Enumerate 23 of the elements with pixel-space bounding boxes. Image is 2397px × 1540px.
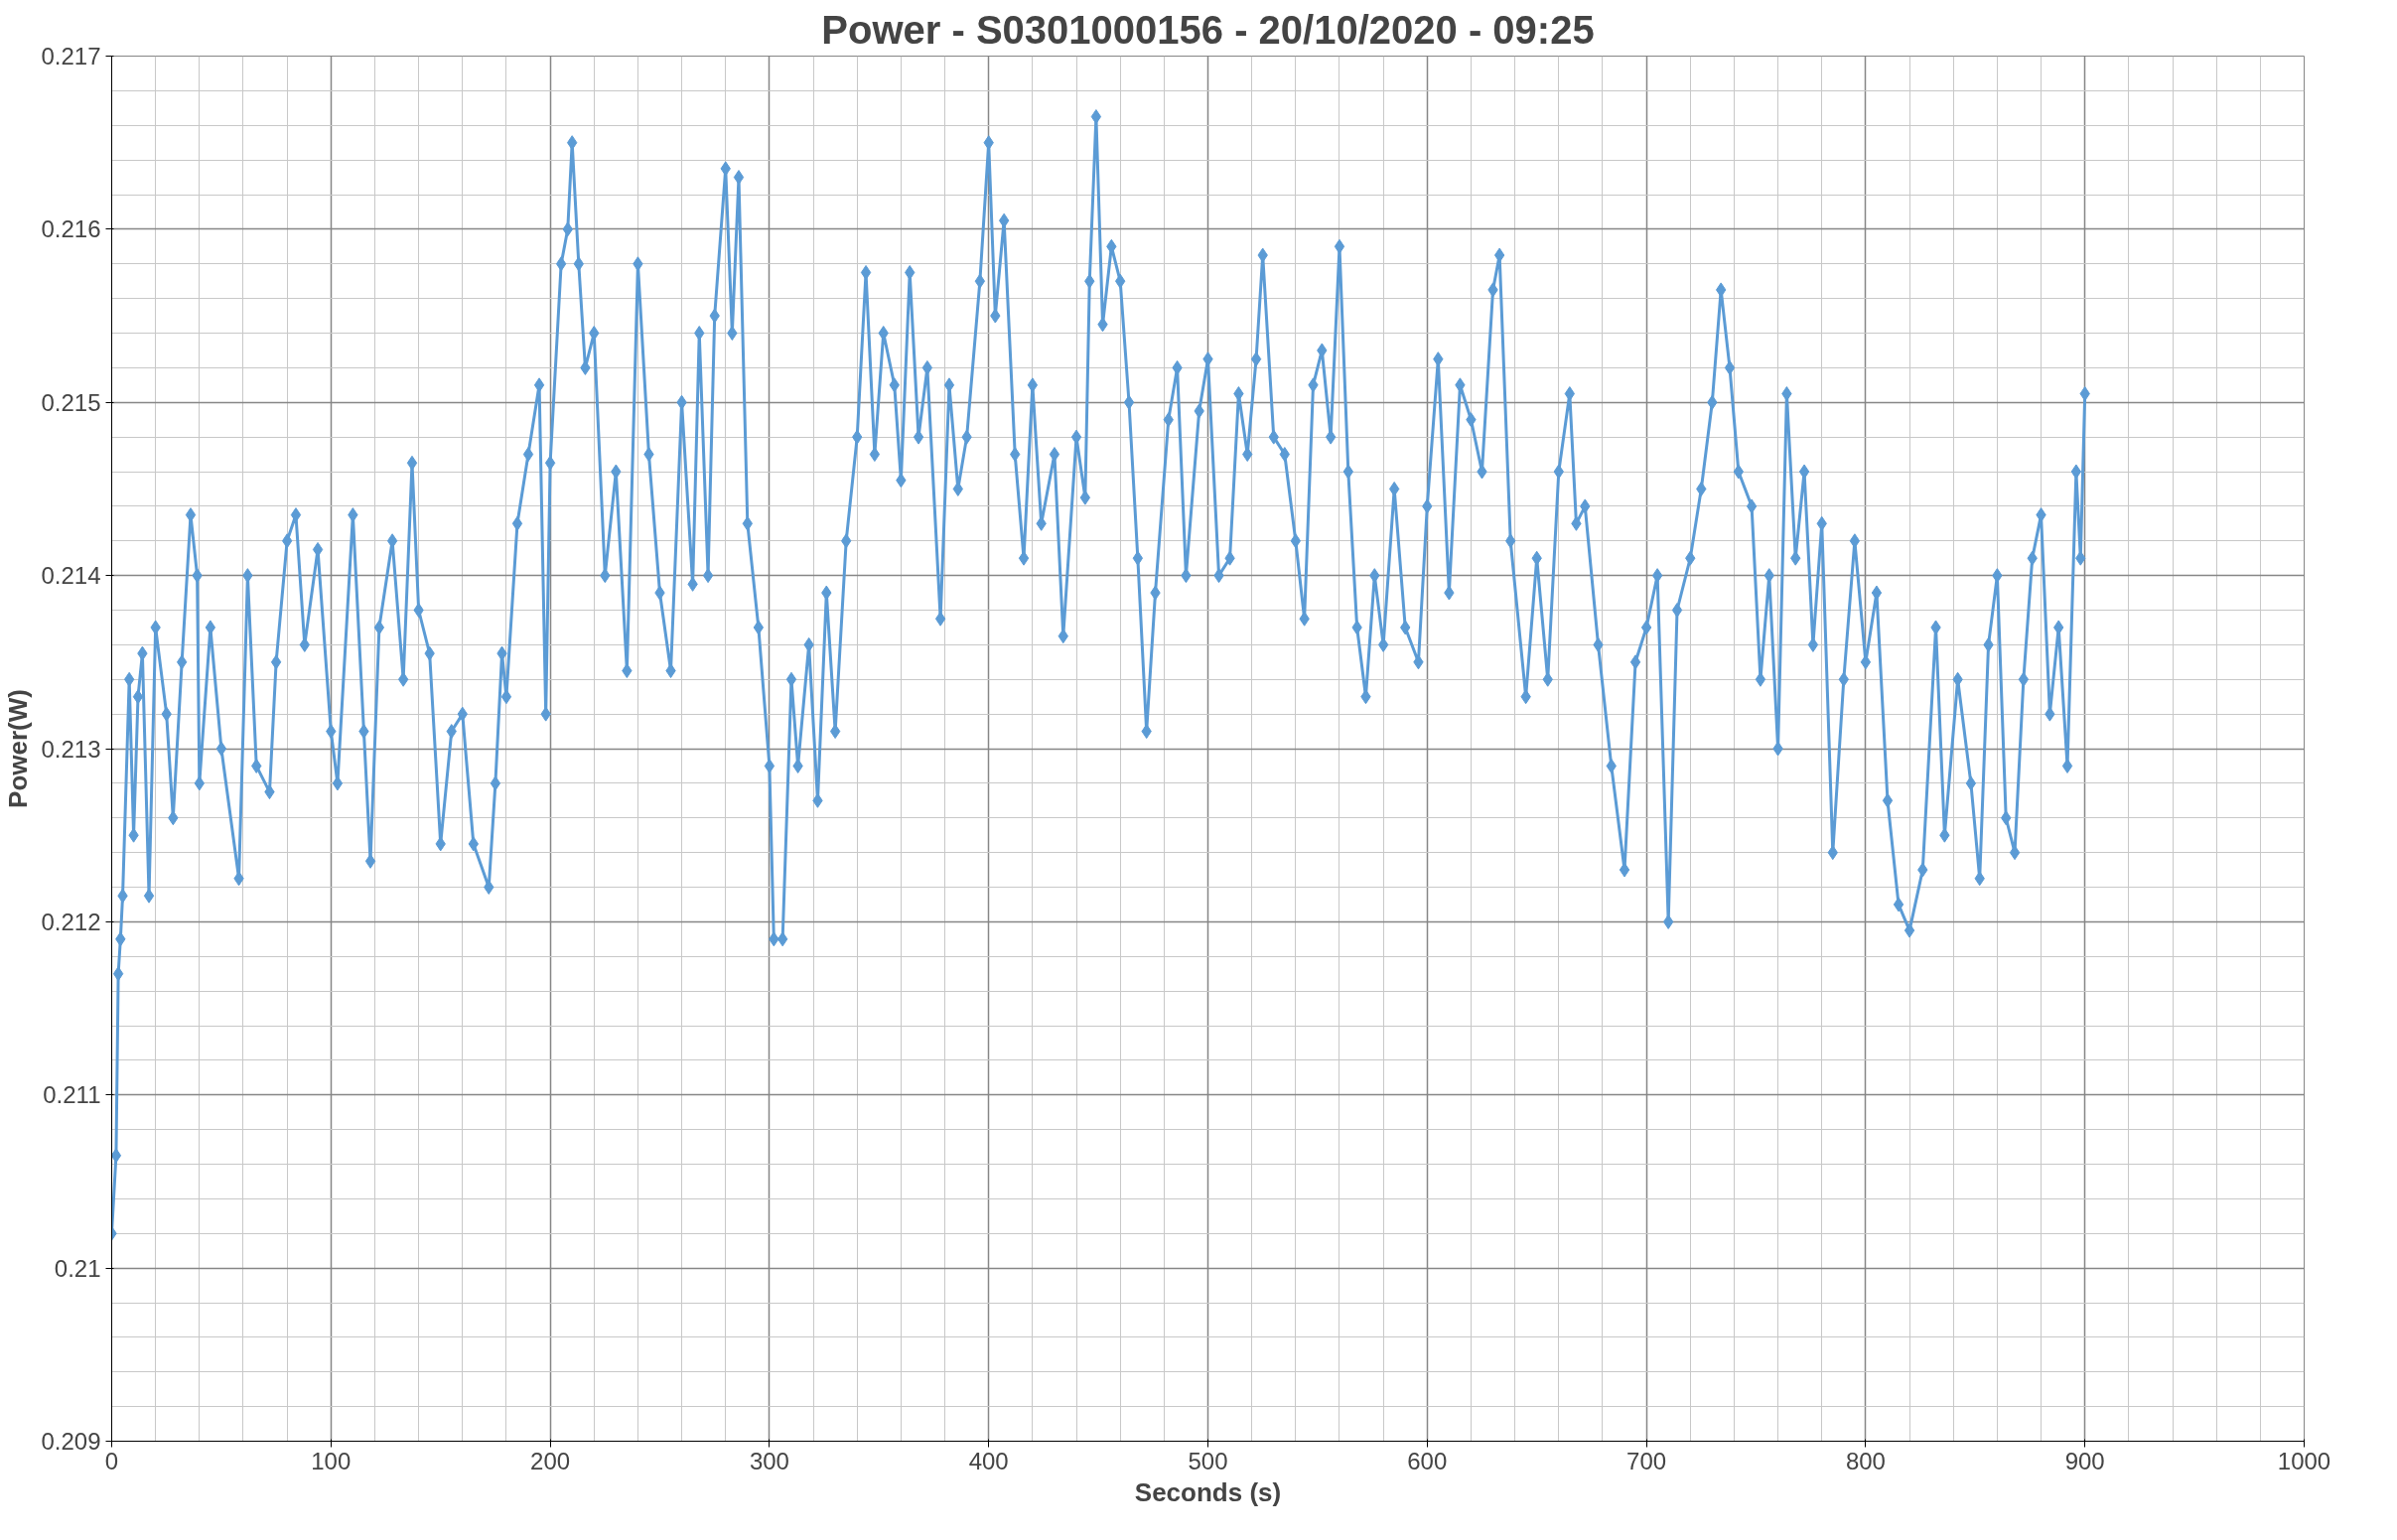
y-tick-label: 0.209 bbox=[41, 1428, 101, 1455]
x-tick-label: 100 bbox=[311, 1447, 352, 1474]
x-tick-label: 900 bbox=[2064, 1447, 2105, 1474]
y-tick-label: 0.214 bbox=[41, 562, 101, 590]
y-tick-label: 0.213 bbox=[41, 735, 101, 763]
x-tick-label: 400 bbox=[968, 1447, 1009, 1474]
x-tick-label: 700 bbox=[1626, 1447, 1667, 1474]
chart-title: Power - S0301000156 - 20/10/2020 - 09:25 bbox=[821, 7, 1595, 52]
y-tick-label: 0.216 bbox=[41, 215, 101, 243]
y-tick-label: 0.212 bbox=[41, 908, 101, 935]
y-tick-label: 0.215 bbox=[41, 388, 101, 416]
y-axis-title: Power(W) bbox=[3, 689, 34, 808]
x-tick-label: 1000 bbox=[2277, 1447, 2331, 1474]
x-tick-label: 200 bbox=[530, 1447, 571, 1474]
y-tick-label: 0.217 bbox=[41, 43, 101, 70]
x-tick-label: 0 bbox=[104, 1447, 119, 1474]
x-tick-label: 600 bbox=[1407, 1447, 1448, 1474]
x-tick-label: 800 bbox=[1845, 1447, 1886, 1474]
y-tick-label: 0.21 bbox=[54, 1254, 101, 1282]
x-axis-title: Seconds (s) bbox=[1134, 1476, 1282, 1507]
x-tick-label: 500 bbox=[1188, 1447, 1228, 1474]
x-tick-label: 300 bbox=[749, 1447, 789, 1474]
y-tick-label: 0.211 bbox=[43, 1081, 101, 1109]
